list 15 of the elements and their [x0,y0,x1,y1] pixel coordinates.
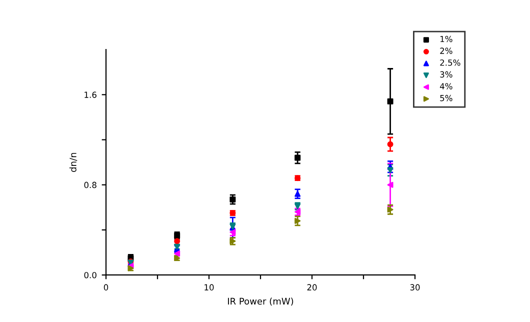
x-tick-label: 30 [410,284,420,290]
legend-label: 4% [440,83,452,90]
y-tick-label: 0.0 [84,272,96,278]
legend-label: 3% [440,71,452,78]
x-tick-label: 20 [307,284,317,290]
x-tick-label: 10 [204,284,214,290]
legend-label: 5% [440,94,452,102]
legend-label: 2.5% [440,59,460,66]
y-tick-label: 1.6 [84,92,96,98]
legend-label: 1% [440,36,452,42]
legend-label: 2% [440,48,452,54]
y-axis-title: dn/n [69,152,78,172]
x-axis-title: IR Power (mW) [228,298,294,306]
x-tick-label: 0 [104,284,108,290]
y-tick-label: 0.8 [84,182,96,188]
